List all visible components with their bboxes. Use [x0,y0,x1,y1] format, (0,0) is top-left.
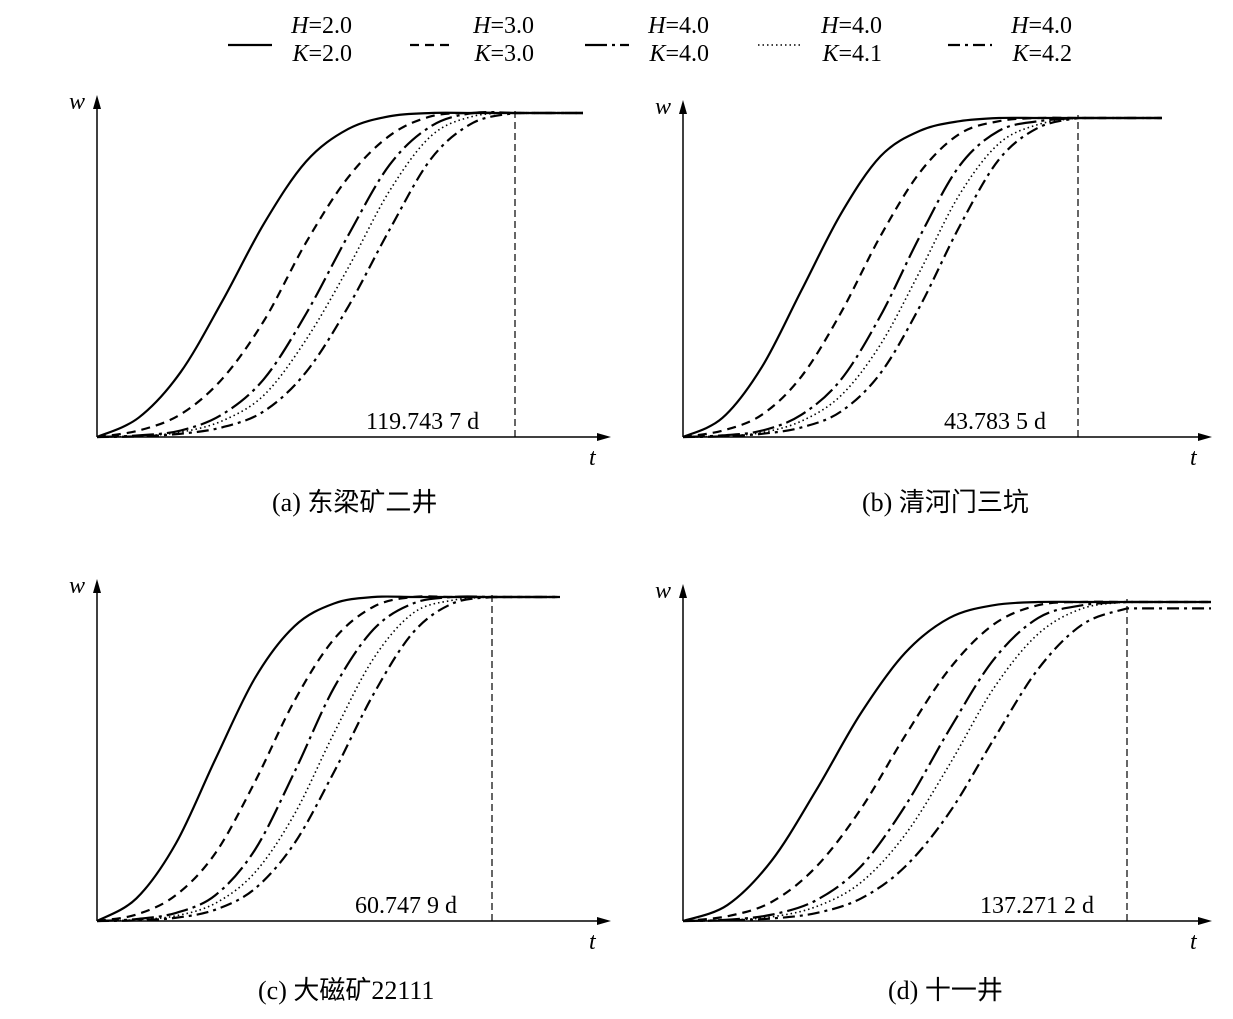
y-axis-arrow [679,584,687,598]
legend-h-value: =3.0 [490,13,534,39]
legend-swatch [758,44,802,46]
x-axis-label: t [1190,445,1198,471]
y-axis-label: w [69,89,85,115]
x-axis-label: t [1190,929,1198,955]
y-axis-label: w [655,94,671,120]
series-line [96,110,583,439]
legend-label: H=3.0 K=3.0 [444,12,534,68]
legend-label: H=2.0 K=2.0 [262,12,352,68]
series-line [682,116,1162,439]
duration-annotation: 137.271 2 d [980,893,1094,919]
x-axis-arrow [1198,917,1212,925]
legend-h-value: =4.0 [1028,13,1072,39]
duration-annotation: 60.747 9 d [355,893,457,919]
series-line [682,600,1211,923]
y-axis-arrow [93,579,101,593]
legend-h-symbol: H [1011,13,1029,39]
duration-annotation: 119.743 7 d [366,409,479,435]
series-line [96,595,560,923]
legend-h-symbol: H [291,13,309,39]
legend-swatch [228,43,272,47]
legend-label: H=4.0 K=4.2 [982,12,1072,68]
duration-annotation: 43.783 5 d [944,409,1046,435]
legend-k-value: =2.0 [308,41,352,67]
legend-h-symbol: H [648,13,666,39]
series-line [96,111,583,439]
series-line [682,116,1162,439]
legend-h-symbol: H [821,13,839,39]
x-axis-arrow [1198,433,1212,441]
series-line [96,112,583,438]
legend-h-value: =4.0 [665,13,709,39]
series-line [96,111,583,439]
legend-label: H=4.0 K=4.0 [619,12,709,68]
y-axis-label: w [69,573,85,599]
legend-k-symbol: K [292,41,309,67]
series-line [682,116,1162,439]
series-line [682,116,1162,439]
series-line [682,117,1162,438]
series-line [682,601,1211,922]
legend-swatch [948,43,992,47]
legend-k-symbol: K [822,41,839,67]
series-line [96,595,560,923]
x-axis-label: t [589,445,597,471]
legend-k-value: =3.0 [490,41,534,67]
y-axis-label: w [655,578,671,604]
legend-k-symbol: K [649,41,666,67]
legend-k-value: =4.2 [1028,41,1072,67]
series-line [96,595,560,923]
legend-label: H=4.0 K=4.1 [792,12,882,68]
panel-caption: (d) 十一井 [888,976,1003,1005]
panel-caption: (c) 大磁矿22111 [258,976,435,1005]
series-line [682,607,1211,923]
series-line [682,600,1211,923]
legend-swatch [585,43,629,47]
y-axis-arrow [93,95,101,109]
x-axis-arrow [597,917,611,925]
series-line [96,595,560,922]
series-line [96,596,560,922]
series-line [96,111,583,439]
panel-caption: (a) 东梁矿二井 [272,488,438,517]
legend-h-value: =2.0 [308,13,352,39]
legend-k-value: =4.0 [665,41,709,67]
legend-h-value: =4.0 [838,13,882,39]
x-axis-arrow [597,433,611,441]
legend-h-symbol: H [473,13,491,39]
x-axis-label: t [589,929,597,955]
series-line [682,600,1211,923]
legend-k-value: =4.1 [838,41,882,67]
panel-caption: (b) 清河门三坑 [862,488,1029,517]
legend-swatch [410,43,454,47]
legend: H=2.0 K=2.0 H=3.0 K=3.0 H=4.0 K=4.0 H=4.0 K=4.1… [0,0,1233,80]
legend-k-symbol: K [1012,41,1029,67]
legend-k-symbol: K [474,41,491,67]
y-axis-arrow [679,100,687,114]
